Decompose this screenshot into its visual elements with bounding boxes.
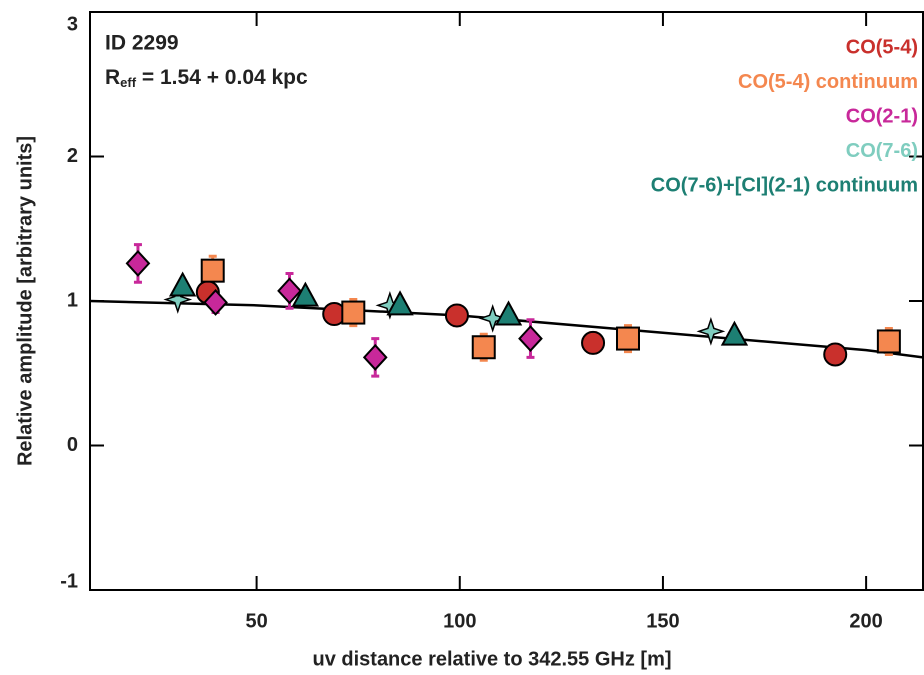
x-tick-label: 50 bbox=[245, 610, 267, 632]
y-tick-label: 0 bbox=[67, 434, 78, 456]
x-tick-label: 200 bbox=[849, 610, 882, 632]
reff-rest: = 1.54 + 0.04 kpc bbox=[136, 66, 308, 89]
marker-diamond bbox=[277, 277, 302, 305]
marker-triangle bbox=[494, 300, 523, 326]
marker-diamond bbox=[203, 288, 228, 316]
marker-triangle bbox=[720, 320, 749, 346]
annotation-reff: Reff = 1.54 + 0.04 kpc bbox=[105, 66, 308, 91]
marker-star bbox=[696, 316, 726, 346]
marker-diamond bbox=[362, 343, 388, 371]
y-axis-label: Relative amplitude [arbitrary units] bbox=[14, 136, 36, 466]
marker-square bbox=[341, 300, 366, 325]
y-tick-label: -1 bbox=[60, 570, 78, 592]
marker-circle bbox=[823, 342, 848, 367]
marker-square bbox=[200, 258, 225, 283]
y-tick-label: 2 bbox=[67, 145, 78, 167]
marker-square bbox=[615, 326, 640, 351]
legend-entry: CO(7-6)+[CI](2-1) continuum bbox=[651, 174, 918, 196]
marker-diamond bbox=[125, 249, 151, 277]
marker-square bbox=[471, 335, 496, 360]
reff-main: R bbox=[105, 66, 120, 89]
annotation-id: ID 2299 bbox=[105, 32, 179, 55]
marker-triangle bbox=[291, 281, 320, 307]
plot-area bbox=[90, 243, 923, 378]
marker-star bbox=[478, 303, 508, 333]
marker-triangle bbox=[168, 271, 197, 297]
marker-circle bbox=[581, 330, 606, 355]
y-tick-label: 3 bbox=[67, 13, 78, 35]
marker-square bbox=[876, 329, 901, 354]
x-tick-label: 100 bbox=[443, 610, 476, 632]
legend-entry: CO(5-4) continuum bbox=[738, 71, 918, 93]
marker-circle bbox=[444, 303, 469, 328]
marker-diamond bbox=[518, 325, 543, 353]
legend-entry: CO(5-4) bbox=[846, 36, 918, 58]
legend-entry: CO(2-1) bbox=[846, 105, 918, 127]
x-tick-label: 150 bbox=[646, 610, 679, 632]
marker-triangle bbox=[386, 290, 414, 316]
reff-sub: eff bbox=[120, 75, 137, 90]
y-tick-label: 1 bbox=[67, 289, 78, 311]
model-curve bbox=[90, 299, 923, 359]
marker-star bbox=[163, 285, 193, 314]
x-axis-label: uv distance relative to 342.55 GHz [m] bbox=[312, 648, 671, 670]
legend-entry: CO(7-6) bbox=[846, 140, 918, 162]
